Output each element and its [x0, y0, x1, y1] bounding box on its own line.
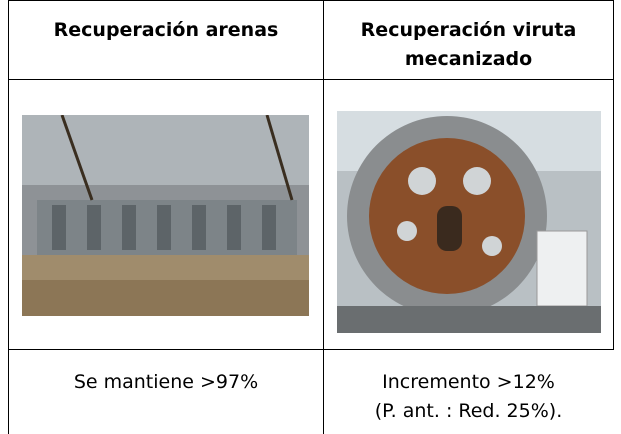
header-cell: Recuperación viruta mecanizado [324, 16, 613, 74]
photo-sand-recovery [22, 115, 309, 316]
border [613, 0, 614, 350]
cell-text: Incremento >12% [382, 371, 555, 393]
border [8, 0, 9, 434]
cell-text: Recuperación arenas [53, 19, 279, 41]
body-cell: Incremento >12% (P. ant. : Red. 25%). [324, 368, 613, 426]
border [323, 0, 324, 434]
cell-text: (P. ant. : Red. 25%). [374, 400, 563, 422]
cell-text: Se mantiene >97% [73, 371, 259, 393]
border [8, 79, 614, 80]
cell-text: mecanizado [404, 48, 533, 70]
body-cell: Se mantiene >97% [9, 368, 323, 397]
border [8, 0, 614, 1]
cell-text: Recuperación viruta [360, 19, 577, 41]
header-cell: Recuperación arenas [9, 16, 323, 45]
photo-chip-recovery [337, 111, 601, 333]
border [8, 349, 614, 350]
